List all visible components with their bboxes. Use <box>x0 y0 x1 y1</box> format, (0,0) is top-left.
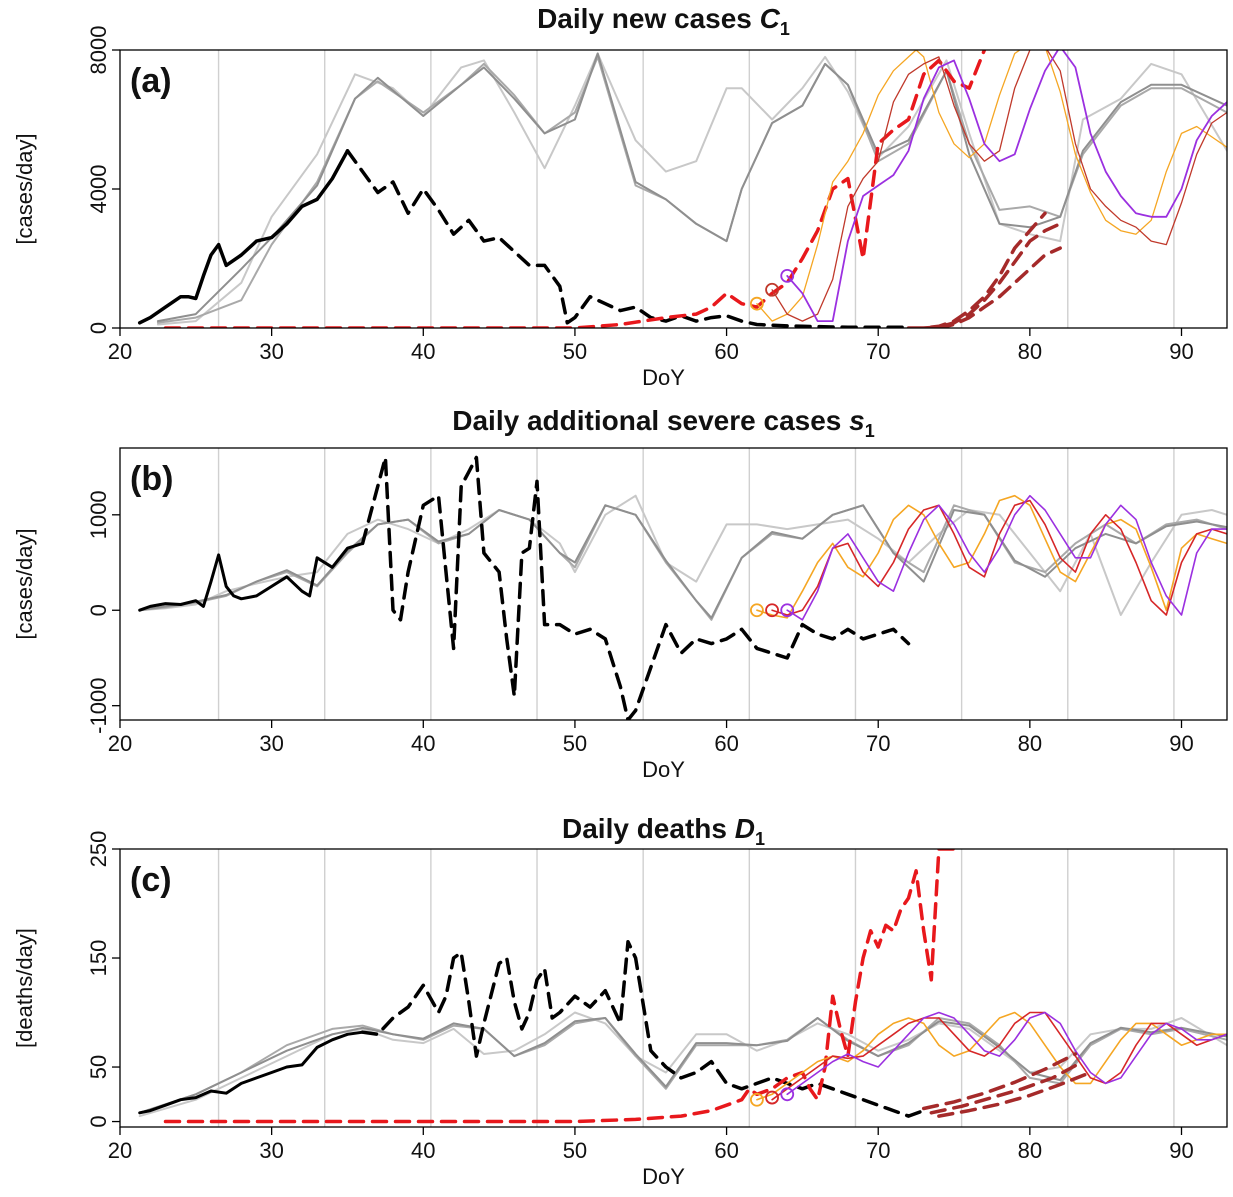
title-subscript: 1 <box>780 19 790 39</box>
y-tick-label: 0 <box>86 1115 111 1127</box>
x-axis-label: DoY <box>642 757 685 782</box>
y-tick-label: 4000 <box>86 165 111 214</box>
title-symbol: C <box>760 3 781 34</box>
series-line-8 <box>771 50 1227 322</box>
chart-panel-2: 20 30 40 50 60 70 80 90 -1000 0 1000 [cases/day] DoY… <box>12 405 1228 782</box>
start-marker-3 <box>780 603 795 618</box>
start-marker-1 <box>750 1092 764 1107</box>
x-tick-label: 40 <box>411 1138 435 1163</box>
series-line-11 <box>929 1059 1085 1115</box>
series-line-4 <box>138 1030 365 1115</box>
start-marker-2 <box>765 282 779 297</box>
chart-title: Daily new cases C1 <box>537 3 790 39</box>
chart-panel-3: 20 30 40 50 60 70 80 90 0 50 150 250 [deaths/day] DoY… <box>12 813 1228 1189</box>
x-tick-label: 90 <box>1169 731 1193 756</box>
title-subscript: 1 <box>755 829 765 849</box>
series-line-2 <box>138 504 1227 621</box>
chart-panel-1: 20 30 40 50 60 70 80 90 0 4000 8000 [cases/day] DoY (… <box>12 3 1228 390</box>
y-axis-label: [cases/day] <box>12 133 37 244</box>
x-tick-label: 30 <box>259 731 283 756</box>
x-axis-label: DoY <box>642 1164 685 1189</box>
plot-frame <box>119 49 1228 329</box>
x-tick-label: 50 <box>563 1138 587 1163</box>
start-marker-1 <box>750 603 764 618</box>
y-axis-label: [cases/day] <box>12 528 37 639</box>
y-tick-label: 0 <box>86 322 111 334</box>
series-line-8 <box>771 1011 1227 1101</box>
series-line-5 <box>345 149 911 328</box>
series-line-6 <box>163 50 987 328</box>
x-tick-label: 30 <box>259 339 283 364</box>
series-line-3 <box>156 52 1227 323</box>
start-marker-2 <box>765 1090 779 1105</box>
x-tick-label: 20 <box>108 731 132 756</box>
series-group <box>138 455 1227 720</box>
series-line-6 <box>163 849 956 1124</box>
x-tick-label: 30 <box>259 1138 283 1163</box>
x-tick-label: 80 <box>1018 731 1042 756</box>
chart-title: Daily additional severe cases s1 <box>452 405 874 441</box>
series-line-2 <box>156 55 1227 324</box>
y-tick-label: 50 <box>86 1055 111 1079</box>
x-tick-label: 70 <box>866 731 890 756</box>
series-line-4 <box>138 541 365 612</box>
x-tick-label: 50 <box>563 731 587 756</box>
series-line-9 <box>786 1011 1227 1096</box>
x-tick-label: 50 <box>563 339 587 364</box>
start-marker-3 <box>780 1087 795 1102</box>
series-line-12 <box>937 246 1062 328</box>
x-tick-label: 60 <box>714 1138 738 1163</box>
chart-title: Daily deaths D1 <box>562 813 765 849</box>
y-tick-label: 250 <box>86 831 111 868</box>
y-tick-label: 150 <box>86 940 111 977</box>
y-tick-label: 8000 <box>86 26 111 75</box>
start-marker-3 <box>780 268 795 283</box>
x-tick-label: 20 <box>108 1138 132 1163</box>
series-line-7 <box>771 499 1227 616</box>
plot-frame <box>119 848 1228 1128</box>
series-group <box>137 50 1227 328</box>
series-line-10 <box>921 1052 1078 1111</box>
y-tick-label: 0 <box>86 604 111 616</box>
x-tick-label: 70 <box>866 339 890 364</box>
series-group <box>138 849 1227 1124</box>
series-line-9 <box>786 50 1227 322</box>
start-marker-1 <box>750 296 764 311</box>
x-tick-label: 80 <box>1018 339 1042 364</box>
x-tick-label: 40 <box>411 339 435 364</box>
x-tick-label: 20 <box>108 339 132 364</box>
x-tick-label: 80 <box>1018 1138 1042 1163</box>
series-line-1 <box>156 52 1227 326</box>
panel-label: (a) <box>130 62 172 100</box>
x-tick-label: 40 <box>411 731 435 756</box>
y-axis-label: [deaths/day] <box>12 928 37 1048</box>
plot-frame <box>119 447 1228 721</box>
title-symbol: s <box>849 405 865 436</box>
start-marker-2 <box>765 603 779 618</box>
series-line-4 <box>137 149 350 325</box>
panel-label: (c) <box>130 861 172 899</box>
series-line-3 <box>138 504 1227 619</box>
y-tick-label: 1000 <box>86 490 111 539</box>
series-line-8 <box>786 494 1227 621</box>
x-tick-label: 90 <box>1169 339 1193 364</box>
panel-label: (b) <box>130 460 173 498</box>
title-symbol: D <box>735 813 755 844</box>
x-tick-label: 60 <box>714 339 738 364</box>
y-tick-label: -1000 <box>86 678 111 734</box>
x-tick-label: 60 <box>714 731 738 756</box>
title-subscript: 1 <box>865 421 875 441</box>
series-line-3 <box>138 1017 1227 1114</box>
series-line-5 <box>360 455 911 720</box>
x-axis-label: DoY <box>642 365 685 390</box>
x-tick-label: 90 <box>1169 1138 1193 1163</box>
series-line-1 <box>138 494 1227 616</box>
series-line-10 <box>906 211 1047 328</box>
series-line-12 <box>937 1070 1093 1118</box>
series-line-11 <box>921 222 1062 328</box>
x-tick-label: 70 <box>866 1138 890 1163</box>
